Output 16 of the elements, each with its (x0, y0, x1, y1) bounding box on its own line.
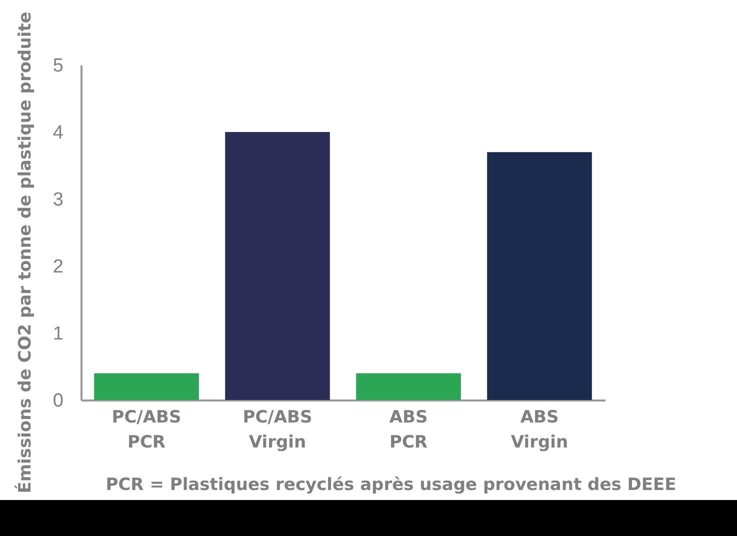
y-tick-label: 1 (52, 324, 64, 344)
y-tick-label: 2 (52, 256, 64, 278)
y-axis-title: Émissions de CO2 par tonne de plastique produite (14, 12, 36, 494)
text: PCR = Plastiques recyclés après usage provenant des DEEE (104, 475, 678, 495)
bar (225, 132, 330, 400)
x-tick-label: ABS Virgin (510, 408, 568, 452)
bar (356, 373, 461, 400)
bar (487, 152, 592, 400)
y-tick-label: 5 (52, 56, 64, 76)
x-tick-label: PC/ABS PCR (112, 408, 182, 452)
x-tick-label: PC/ABS Virgin (242, 408, 312, 452)
y-tick-label: 4 (52, 122, 64, 144)
x-tick-label: ABS PCR (389, 408, 428, 452)
y-tick-label: 3 (52, 190, 64, 210)
y-tick-label: 0 (52, 390, 64, 412)
bar (94, 373, 199, 400)
